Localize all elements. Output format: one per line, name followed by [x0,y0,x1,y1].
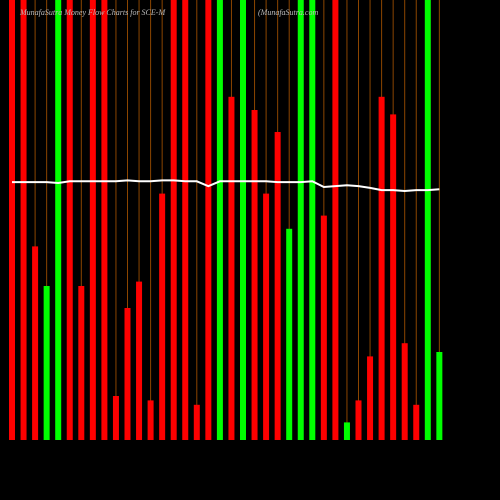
bar [309,0,316,440]
bar [343,422,350,440]
bar [390,114,397,441]
chart-title: MunafaSutra Money Flow Charts for SCE-M [19,8,166,17]
bar [297,0,304,440]
bar [367,356,374,440]
bar [159,193,166,440]
chart-subtitle: (MunafaSutra.com [258,8,318,17]
bar [78,286,85,440]
bar [205,0,212,440]
bar [147,400,154,440]
bar [66,0,73,440]
bar [216,0,223,440]
bar [263,193,270,440]
bar [182,0,189,440]
bar [112,396,119,440]
bar [193,404,200,440]
bar [424,0,431,440]
bar [136,281,143,440]
bar [124,308,131,440]
bar [413,404,420,440]
bar [9,0,15,440]
bar [401,343,408,440]
bar [55,0,62,440]
bar [251,110,258,440]
bar [20,0,27,440]
bar [436,352,443,440]
bar [355,400,362,440]
bar [286,228,293,440]
bar [32,246,39,440]
bar [170,0,177,440]
bar [274,132,281,440]
bar [378,96,385,441]
plot-area [9,0,443,441]
bar [43,286,50,440]
flow-line [12,179,440,192]
bar [332,0,339,440]
bar [89,0,96,440]
bar [240,0,246,440]
bar [228,96,235,441]
bar [101,0,108,440]
bar [320,215,327,440]
